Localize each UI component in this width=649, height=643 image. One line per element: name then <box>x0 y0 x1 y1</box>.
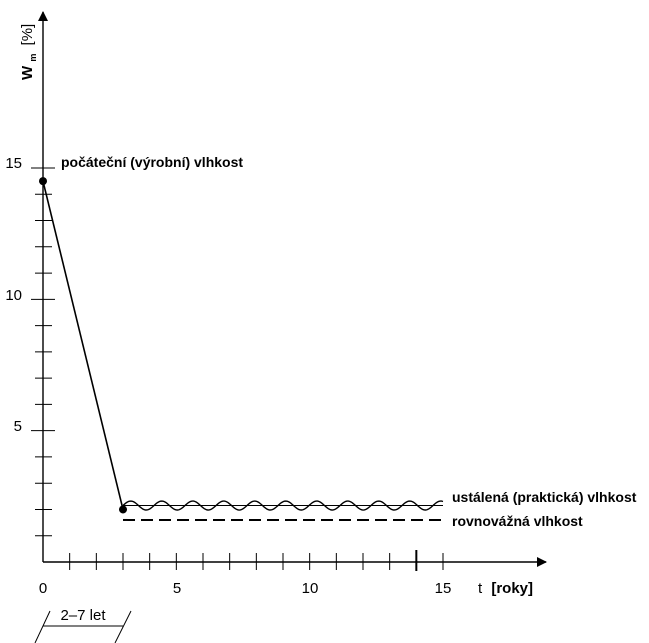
drying-line <box>42 180 124 510</box>
x-tick-label-0: 0 <box>39 580 47 597</box>
x-axis-title: t [roky] <box>478 580 533 597</box>
y-tick-label-10: 10 <box>5 287 22 304</box>
x-minor-ticks <box>69 550 444 571</box>
y-axis-title-main: W <box>19 65 36 80</box>
steady-start-point <box>119 505 127 514</box>
y-axis-title-unit: [%] <box>19 24 36 46</box>
initial-moisture-label: počáteční (výrobní) vlhkost <box>61 154 243 170</box>
y-axis-title-sub: m <box>28 54 38 62</box>
x-tick-label-10: 10 <box>302 580 319 597</box>
equilibrium-moisture-label: rovnovážná vlhkost <box>452 513 583 529</box>
initial-moisture-point <box>39 177 47 186</box>
period-dimension-tick-right <box>114 610 132 643</box>
period-label: 2–7 let <box>60 607 106 624</box>
period-dimension: 2–7 let <box>34 607 132 643</box>
y-tick-label-5: 5 <box>14 418 22 435</box>
steady-moisture-label: ustálená (praktická) vlhkost <box>452 489 637 505</box>
y-minor-ticks <box>31 167 55 537</box>
y-axis-title: W m [%] <box>19 24 40 80</box>
period-dimension-tick-left <box>34 610 51 643</box>
x-axis-title-unit: [roky] <box>491 580 533 597</box>
steady-moisture-wave <box>122 500 444 511</box>
x-tick-label-15: 15 <box>435 580 452 597</box>
y-tick-label-15: 15 <box>5 155 22 172</box>
x-tick-label-5: 5 <box>173 580 181 597</box>
x-axis-title-symbol: t <box>478 580 483 597</box>
svg-text:W m [%]: W m [%] <box>19 24 40 80</box>
